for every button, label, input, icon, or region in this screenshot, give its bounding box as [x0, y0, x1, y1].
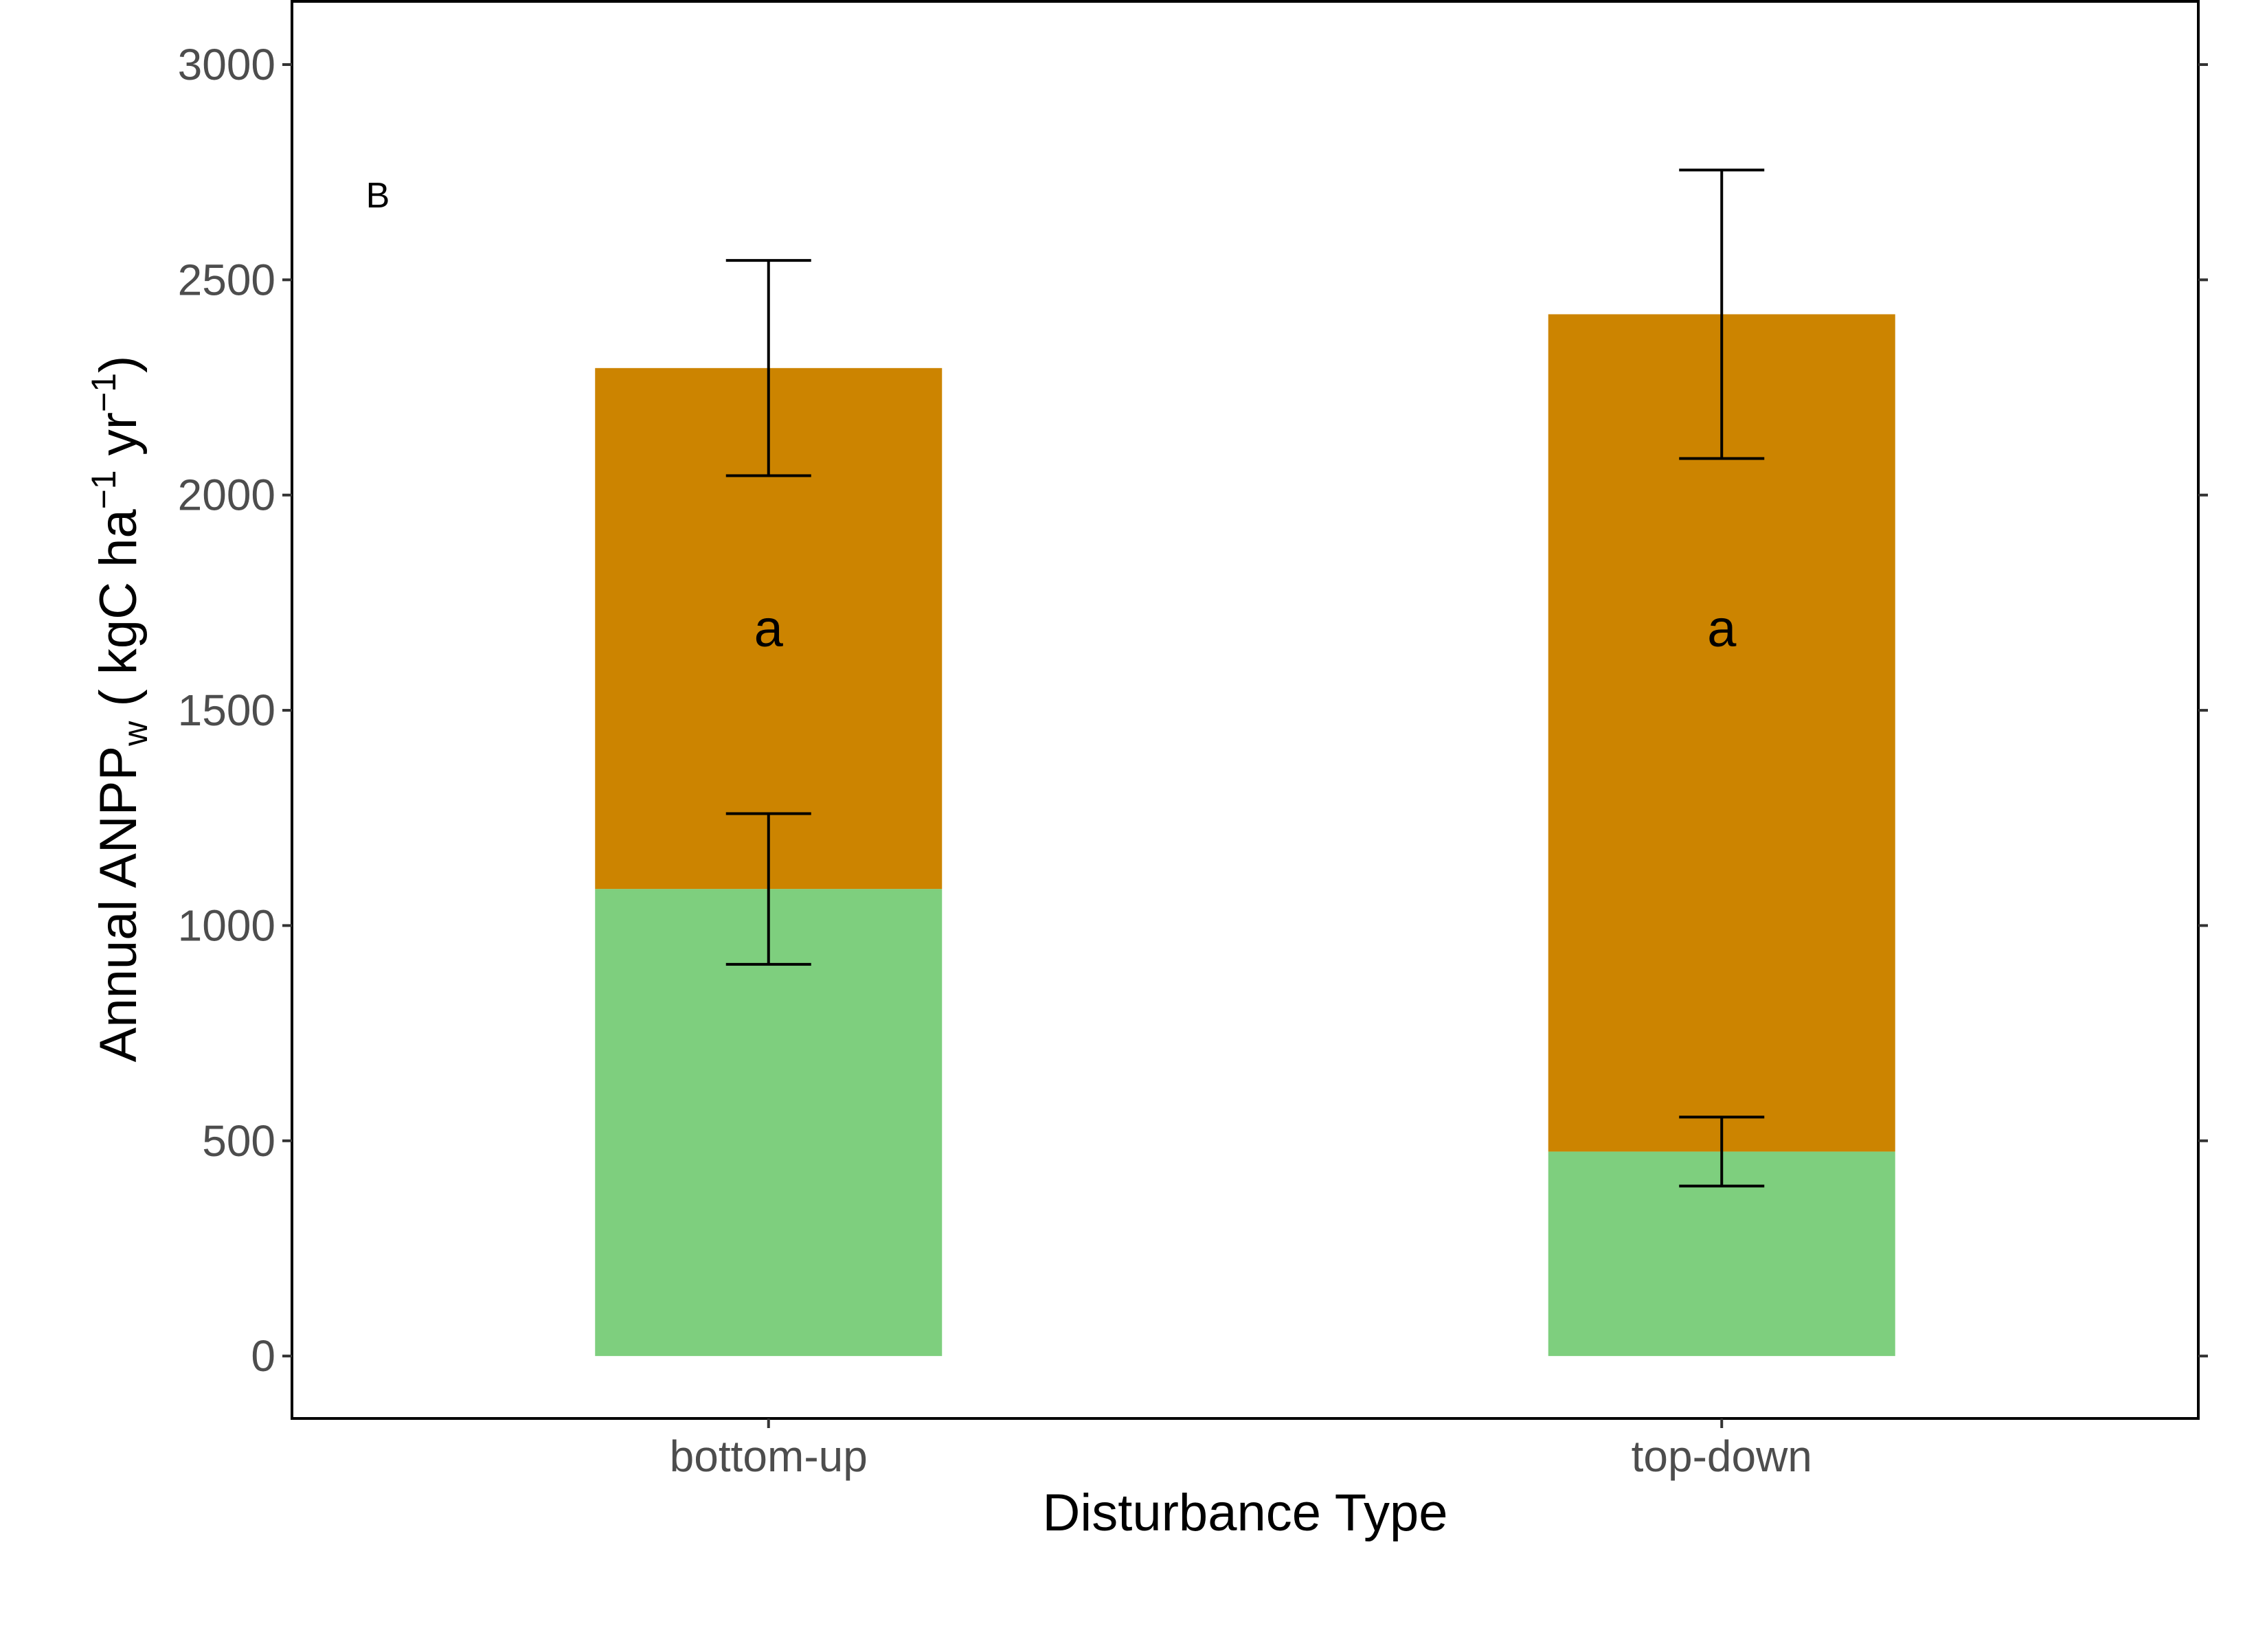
y-axis-title-units-mid: yr	[89, 412, 148, 470]
y-axis-title-units-open: ( kgC ha	[89, 509, 148, 721]
y-tick-label: 1000	[178, 901, 275, 950]
x-tick-label-top-down: top-down	[1632, 1432, 1812, 1481]
y-axis-title: Annual ANPPw ( kgC ha−1 yr−1)	[84, 356, 155, 1063]
y-axis: 0 500 1000 1500 2000 2500 3000	[178, 40, 2208, 1381]
y-axis-title-exponent-1: −1	[84, 470, 123, 509]
x-tick-label-bottom-up: bottom-up	[670, 1432, 868, 1481]
bars-layer	[595, 314, 1895, 1356]
y-axis-title-main: Annual ANPP	[89, 746, 148, 1063]
x-axis: bottom-up top-down	[670, 1418, 1812, 1481]
y-tick-label: 1500	[178, 686, 275, 735]
x-axis-title: Disturbance Type	[1042, 1484, 1447, 1542]
significance-label-bottom-up: a	[754, 600, 784, 658]
y-tick-label: 500	[202, 1116, 275, 1166]
plot-panel-border	[292, 1, 2198, 1418]
y-tick-label: 2000	[178, 471, 275, 520]
y-tick-label: 3000	[178, 40, 275, 89]
y-tick-label: 2500	[178, 255, 275, 304]
significance-label-top-down: a	[1707, 600, 1737, 658]
y-axis-title-units-close: )	[89, 356, 148, 373]
y-tick-label: 0	[251, 1331, 275, 1381]
y-axis-title-exponent-2: −1	[84, 373, 123, 412]
panel-label: B	[366, 176, 390, 216]
y-axis-title-subscript: w	[116, 721, 155, 747]
